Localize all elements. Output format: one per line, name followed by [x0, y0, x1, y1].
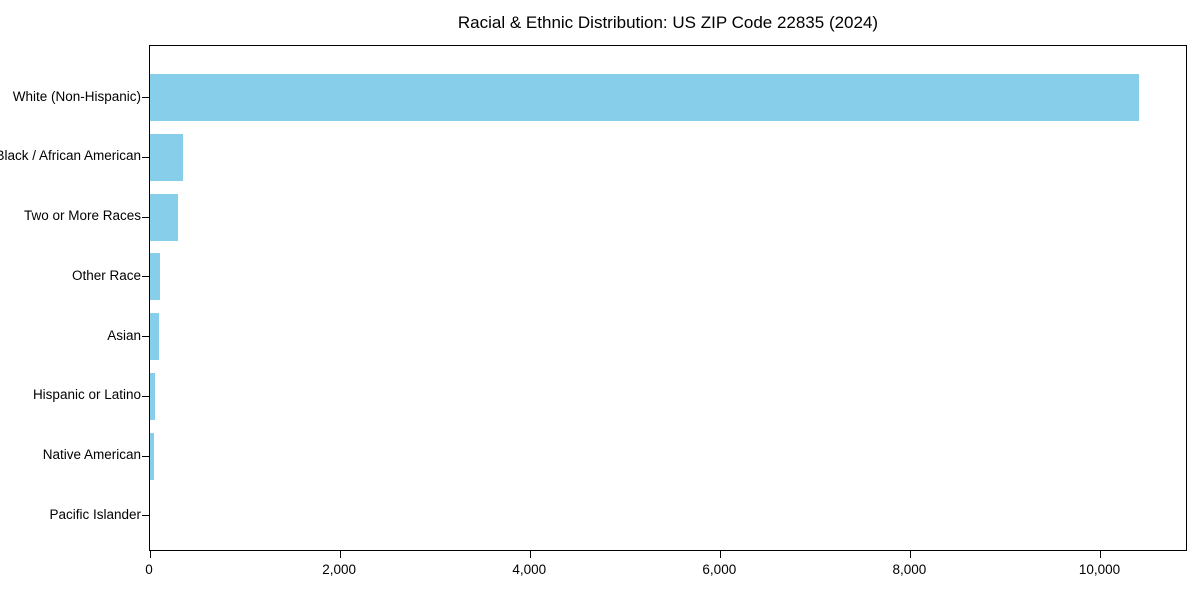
y-axis-tick: [142, 97, 149, 98]
x-axis-label-0: 0: [145, 562, 153, 577]
y-axis-label-white-non-hispanic: White (Non-Hispanic): [12, 88, 141, 104]
x-axis-label-2-000: 2,000: [322, 562, 356, 577]
x-axis-tick: [149, 551, 151, 558]
y-axis-label-black-african-american: Black / African American: [0, 148, 141, 164]
y-axis-tick: [142, 515, 149, 517]
y-axis-tick: [142, 455, 149, 457]
y-axis-tick: [142, 395, 149, 397]
x-axis-label-10-000: 10,000: [1078, 562, 1121, 577]
bar-two-or-more-races: [150, 193, 178, 241]
y-axis-tick: [142, 216, 149, 218]
bar-black-african-american: [150, 133, 183, 181]
bar-white-non-hispanic: [150, 74, 1139, 121]
y-axis-tick: [142, 336, 149, 338]
chart-title: Racial & Ethnic Distribution: US ZIP Cod…: [457, 13, 879, 32]
bar-asian: [150, 313, 160, 361]
plot-area: [142, 45, 1187, 558]
bar-other-race: [150, 253, 160, 301]
x-axis-tick: [719, 551, 721, 558]
x-axis-label-6-000: 6,000: [702, 562, 737, 577]
x-axis-tick: [909, 551, 911, 558]
bar-native-american: [150, 432, 154, 480]
x-axis-label-4-000: 4,000: [512, 562, 547, 577]
y-axis-tick: [142, 156, 149, 158]
y-axis-label-pacific-islander: Pacific Islander: [49, 506, 141, 522]
y-axis-label-hispanic-or-latino: Hispanic or Latino: [32, 387, 141, 403]
y-axis-label-two-or-more-races: Two or More Races: [23, 208, 141, 224]
x-axis-tick: [1100, 551, 1102, 558]
x-axis-tick: [339, 551, 341, 558]
bar-hispanic-or-latino: [150, 372, 155, 420]
y-axis-label-other-race: Other Race: [71, 267, 141, 283]
y-axis-label-asian: Asian: [107, 327, 141, 343]
y-axis-tick: [142, 276, 149, 278]
x-axis-label-8-000: 8,000: [892, 562, 927, 577]
y-axis-label-native-american: Native American: [42, 447, 141, 463]
x-axis-tick: [529, 551, 531, 558]
